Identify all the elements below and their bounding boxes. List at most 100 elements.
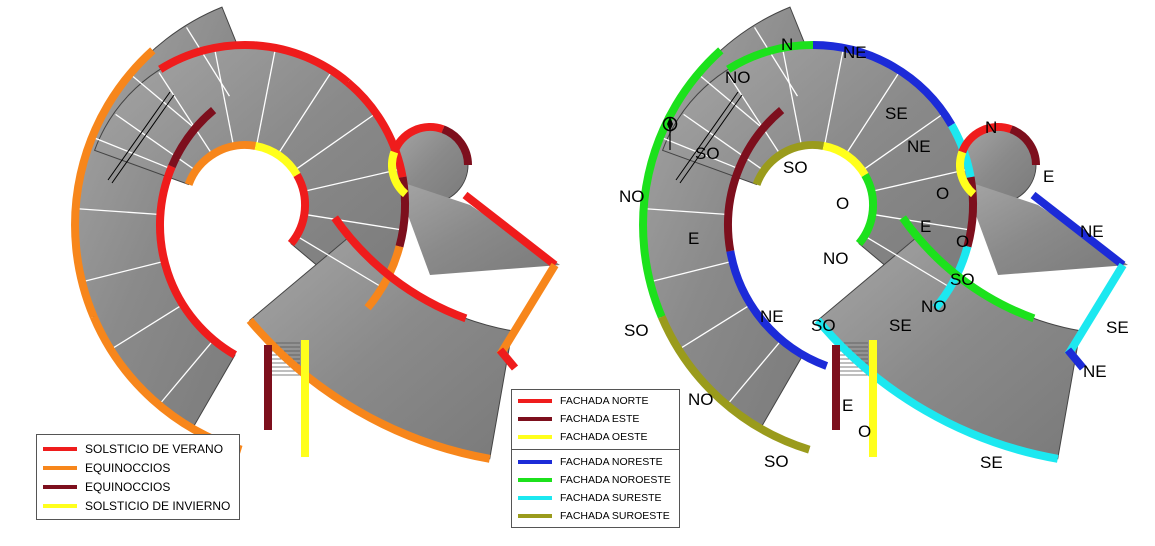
facade-edge (726, 41, 814, 73)
facade-edge (726, 250, 829, 370)
legend-item: FACHADA SURESTE (512, 489, 679, 507)
room-divider (645, 208, 727, 216)
legend-item: FACHADA NORESTE (512, 453, 679, 471)
orientation-label: SE (980, 453, 1003, 472)
orientation-label: NO (619, 187, 645, 206)
legend-label: FACHADA SURESTE (560, 492, 662, 504)
facade-edge (287, 173, 310, 247)
orientation-label: E (688, 229, 699, 248)
room-divider (131, 74, 194, 128)
facade-edge (932, 245, 972, 311)
orientation-label: SO (950, 270, 975, 289)
orientation-label: NO (688, 390, 714, 409)
facade-edge (158, 40, 351, 86)
orientation-label: O (956, 232, 969, 251)
orientation-label: SE (1106, 318, 1129, 337)
facade-edge (1030, 191, 1126, 269)
facade-edge (155, 164, 238, 359)
facade-edge (462, 191, 558, 269)
facade-edge (1064, 262, 1127, 358)
facade-edge (1009, 125, 1040, 166)
facade-edge (1064, 347, 1087, 371)
legend-label: EQUINOCCIOS (85, 479, 171, 494)
orientation-label: NE (760, 307, 784, 326)
north-arrow-icon (662, 116, 678, 150)
room-divider (651, 261, 731, 282)
facade-edge (496, 262, 559, 358)
room-divider (112, 304, 182, 350)
room-divider (256, 49, 276, 145)
room-divider (753, 27, 799, 97)
orientation-label: SO (624, 321, 649, 340)
facade-edge (168, 107, 217, 169)
orientation-label: O (936, 184, 949, 203)
facade-edge (71, 47, 156, 319)
room-divider (873, 168, 968, 192)
facade-edge (855, 173, 878, 247)
room-divider (824, 49, 844, 145)
orientation-label: E (920, 217, 931, 236)
orientation-label: SO (811, 316, 836, 335)
legend-swatch (43, 503, 77, 508)
walkway-line (679, 94, 743, 184)
orientation-label: SO (695, 144, 720, 163)
legend-item: SOLSTICIO DE INVIERNO (37, 496, 239, 515)
legend-swatch (518, 417, 552, 421)
facade-edge (441, 125, 472, 166)
room-divider (305, 168, 400, 192)
orientation-label: NE (843, 43, 867, 62)
room-divider (782, 49, 802, 145)
orientation-labels: N NE NO SE NE SO SO N E O NO E E O NE NO… (619, 35, 1129, 472)
orientation-label: N (781, 35, 793, 54)
orientation-label: E (842, 396, 853, 415)
legend-swatch (518, 399, 552, 403)
legend-swatch (518, 514, 552, 518)
legend-item: SOLSTICIO DE VERANO (37, 439, 239, 458)
room-divider (306, 214, 402, 231)
facade-edge (639, 47, 724, 319)
facade-edge (246, 317, 491, 463)
room-divider (680, 304, 750, 350)
room-divider (83, 261, 163, 282)
room-divider (159, 341, 213, 404)
legend-item: FACHADA ESTE (512, 410, 679, 428)
legend-label: EQUINOCCIOS (85, 460, 171, 475)
orientation-label: NE (1083, 362, 1107, 381)
facade-edge (184, 141, 257, 186)
orientation-label: NO (823, 249, 849, 268)
legend-swatch (43, 484, 77, 489)
orientation-label: SE (885, 104, 908, 123)
legend-label: FACHADA SUROESTE (560, 510, 670, 522)
legend-label: FACHADA OESTE (560, 431, 648, 443)
facade-edge (899, 215, 1036, 323)
orientation-label: SO (764, 452, 789, 471)
facade-edge (496, 347, 519, 371)
room-divider (93, 137, 170, 169)
room-divider (77, 208, 159, 216)
room-divider (699, 74, 762, 128)
legend-label: SOLSTICIO DE VERANO (85, 441, 224, 456)
legend-label: FACHADA NORESTE (560, 456, 663, 468)
room-divider (683, 113, 763, 170)
orientation-label: SE (889, 316, 912, 335)
orientation-label: NO (921, 297, 947, 316)
orientation-label: N (985, 118, 997, 137)
legend-item: FACHADA NOROESTE (512, 471, 679, 489)
season-legend: SOLSTICIO DE VERANO EQUINOCCIOS EQUINOCC… (36, 434, 240, 520)
facade-edge (958, 123, 1013, 154)
wing-connector (395, 180, 560, 275)
facade-edge (812, 41, 956, 128)
legend-swatch (518, 435, 552, 439)
walkway-line (107, 91, 171, 181)
facade-edge (254, 141, 301, 178)
walkway-line (111, 94, 175, 184)
room-divider (865, 236, 949, 287)
facade-edge (395, 176, 409, 248)
legend-label: FACHADA NORTE (560, 395, 649, 407)
facade-edge (822, 141, 869, 178)
facade-edge (388, 150, 409, 198)
orientation-label: SO (783, 158, 808, 177)
legend-item: FACHADA SUROESTE (512, 507, 679, 525)
orientation-label: NO (725, 68, 751, 87)
legend-swatch (43, 465, 77, 470)
